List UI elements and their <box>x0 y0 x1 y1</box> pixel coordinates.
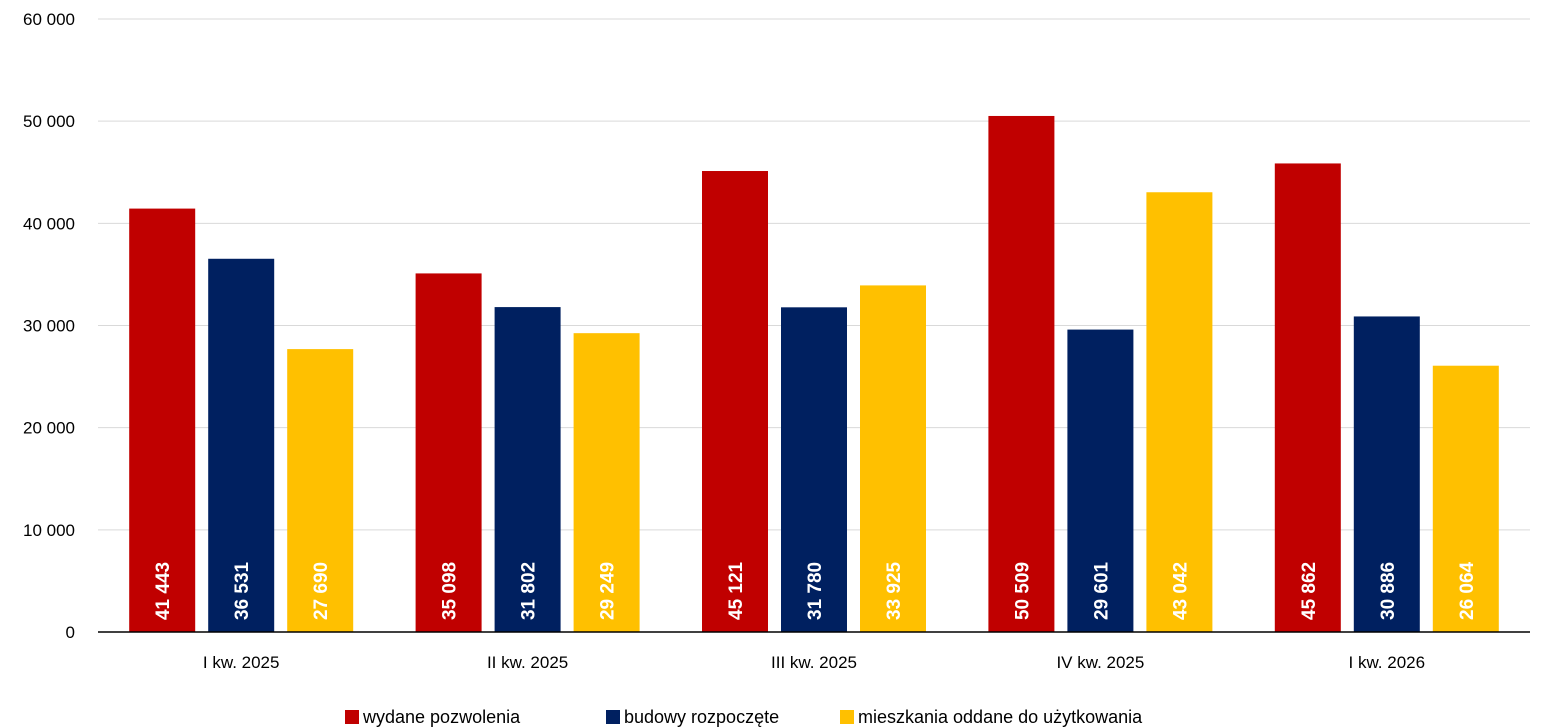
category-label: IV kw. 2025 <box>1056 653 1144 672</box>
y-tick-label: 40 000 <box>23 214 75 233</box>
bar-value-label: 35 098 <box>440 562 461 620</box>
bar <box>988 115 1055 633</box>
bar-value-label: 41 443 <box>153 562 174 620</box>
category-labels: I kw. 2025 II kw. 2025 III kw. 2025 IV kw. … <box>203 653 1425 672</box>
y-tick-label: 30 000 <box>23 317 75 336</box>
bar <box>494 307 561 632</box>
legend-swatch <box>606 710 620 724</box>
bar-value-label: 27 690 <box>311 562 332 620</box>
bar-value-label: 45 121 <box>726 561 747 620</box>
bar-value-label: 45 862 <box>1299 562 1320 620</box>
category-label: I kw. 2026 <box>1349 653 1426 672</box>
bar <box>781 307 847 632</box>
legend-swatch <box>840 710 854 724</box>
bar <box>1067 329 1134 632</box>
bar <box>129 208 196 632</box>
category-label: III kw. 2025 <box>771 653 857 672</box>
bar-value-label: 33 925 <box>884 561 905 620</box>
bar-value-label: 36 531 <box>232 561 253 620</box>
y-tick-label: 0 <box>66 623 75 642</box>
y-axis-tick-labels: 0 10 000 20 000 30 000 40 000 50 000 60 000 <box>23 10 75 642</box>
bar <box>1353 316 1420 632</box>
y-tick-label: 20 000 <box>23 419 75 438</box>
bar <box>1274 163 1341 632</box>
bar-value-label: 29 601 <box>1091 561 1112 620</box>
bar <box>860 285 926 632</box>
bar <box>1432 365 1499 632</box>
category-label: I kw. 2025 <box>203 653 280 672</box>
bar-value-label: 29 249 <box>598 562 619 620</box>
legend: wydane pozwolenia budowy rozpoczęte mieszk… <box>345 707 1143 727</box>
bar-value-label: 31 802 <box>519 562 540 620</box>
y-tick-label: 60 000 <box>23 10 75 29</box>
bar <box>702 171 768 632</box>
bar-value-label: 26 064 <box>1457 561 1478 620</box>
y-tick-label: 50 000 <box>23 112 75 131</box>
legend-label: mieszkania oddane do użytkowania <box>858 707 1143 727</box>
bar <box>287 349 354 632</box>
bar-value-label: 50 509 <box>1012 562 1033 620</box>
y-tick-label: 10 000 <box>23 521 75 540</box>
category-label: II kw. 2025 <box>487 653 568 672</box>
legend-swatch <box>345 710 359 724</box>
legend-label: wydane pozwolenia <box>362 707 521 727</box>
legend-label: budowy rozpoczęte <box>624 707 779 727</box>
bar <box>208 258 275 632</box>
bar <box>573 333 640 632</box>
bars: 41 443 36 531 27 690 35 098 31 802 29 249 45 1… <box>129 115 1499 633</box>
bar <box>415 273 482 632</box>
bar-value-label: 30 886 <box>1378 562 1399 620</box>
bar-value-label: 31 780 <box>805 562 826 620</box>
bar <box>1146 192 1213 633</box>
bar-value-label: 43 042 <box>1170 562 1191 620</box>
